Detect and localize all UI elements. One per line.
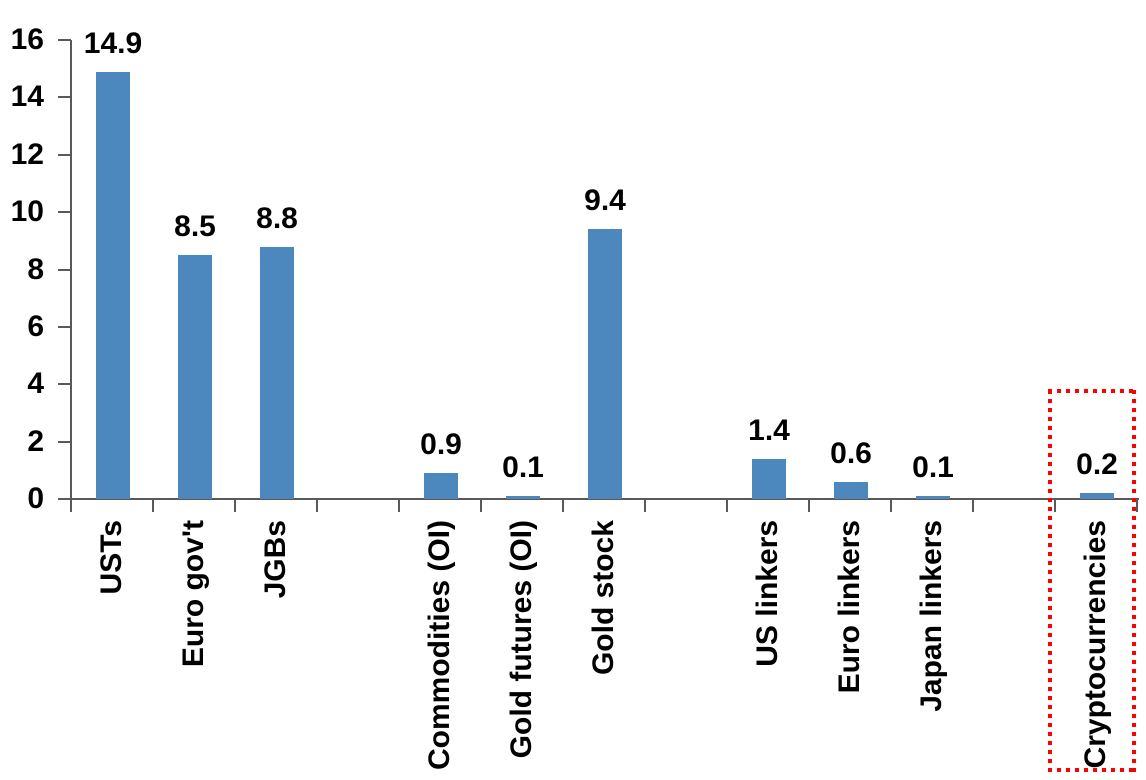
category-label-commodities-oi: Commodities (OI) <box>423 520 456 771</box>
y-axis-tick <box>58 96 71 99</box>
x-axis-tick <box>398 499 400 512</box>
bar-euro-gov-t <box>178 255 212 499</box>
x-axis-tick <box>316 499 318 512</box>
y-axis-tick <box>58 268 71 271</box>
x-axis-tick <box>152 499 154 512</box>
bar-japan-linkers <box>916 496 950 499</box>
bar-gold-futures-oi <box>506 496 540 499</box>
y-axis-tick <box>58 153 71 156</box>
bar-euro-linkers <box>834 481 868 499</box>
bar-jgbs <box>260 246 294 499</box>
highlight-box-cryptocurrencies <box>1048 389 1136 772</box>
bar-value-label-euro-gov-t: 8.5 <box>174 210 216 244</box>
y-axis-tick-label: 2 <box>27 424 44 458</box>
y-axis-tick <box>58 498 71 500</box>
category-label-usts: USTs <box>95 520 128 595</box>
bar-value-label-gold-futures-oi: 0.1 <box>502 451 544 485</box>
y-axis-tick-label: 12 <box>10 137 44 171</box>
category-label-gold-stock: Gold stock <box>587 520 620 676</box>
y-axis-tick-label: 14 <box>10 80 44 114</box>
bar-usts <box>96 71 130 499</box>
x-axis-tick <box>562 499 564 512</box>
category-label-euro-gov-t: Euro gov't <box>177 520 210 668</box>
category-label-japan-linkers: Japan linkers <box>915 520 948 712</box>
y-axis-tick <box>58 383 71 386</box>
category-label-jgbs: JGBs <box>259 520 292 599</box>
x-axis-tick <box>808 499 810 512</box>
y-axis-tick-label: 0 <box>27 482 44 515</box>
bar-value-label-jgbs: 8.8 <box>256 201 298 235</box>
y-axis-tick <box>58 211 71 214</box>
y-axis-tick <box>58 325 71 328</box>
bar-value-label-commodities-oi: 0.9 <box>420 428 462 462</box>
x-axis-tick <box>1136 499 1138 512</box>
x-axis-tick <box>480 499 482 512</box>
x-axis-tick <box>890 499 892 512</box>
bar-value-label-us-linkers: 1.4 <box>748 413 790 447</box>
bar-value-label-euro-linkers: 0.6 <box>830 436 872 470</box>
y-axis-tick-label: 10 <box>10 195 44 229</box>
x-axis-tick <box>70 499 72 512</box>
x-axis-tick <box>644 499 646 512</box>
y-axis-tick-label: 4 <box>27 367 44 401</box>
y-axis-tick <box>58 39 71 41</box>
y-axis-tick-label: 6 <box>27 309 44 343</box>
category-label-euro-linkers: Euro linkers <box>833 520 866 694</box>
x-axis-tick <box>726 499 728 512</box>
bar-value-label-usts: 14.9 <box>83 26 143 60</box>
y-axis-tick-label: 8 <box>27 252 44 286</box>
bar-value-label-gold-stock: 9.4 <box>584 184 626 218</box>
bar-us-linkers <box>752 458 786 499</box>
y-axis-tick <box>58 440 71 443</box>
category-label-gold-futures-oi: Gold futures (OI) <box>505 520 538 759</box>
bar-gold-stock <box>588 229 622 499</box>
bar-value-label-japan-linkers: 0.1 <box>912 451 954 485</box>
bar-commodities-oi <box>424 473 458 499</box>
x-axis-line <box>70 498 1139 500</box>
category-label-us-linkers: US linkers <box>751 520 784 667</box>
x-axis-tick <box>234 499 236 512</box>
y-axis-tick-label: 16 <box>10 23 44 56</box>
x-axis-tick <box>972 499 974 512</box>
y-axis-line <box>70 40 72 512</box>
